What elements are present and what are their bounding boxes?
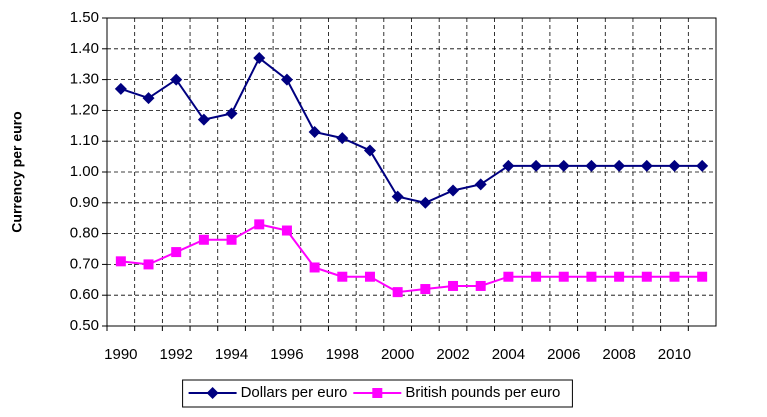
y-tick-label: 1.40 [70,40,99,57]
y-tick-label: 1.50 [70,9,99,26]
data-point [280,73,293,86]
data-point [391,190,404,203]
series-line [120,223,703,294]
x-tick-label: 1998 [326,346,359,363]
data-point [696,159,709,172]
data-point [557,159,570,172]
data-point [226,234,237,245]
data-point [198,234,209,245]
y-tick-label: 1.00 [70,163,99,180]
series-line [120,56,703,204]
y-axis-title: Currency per euro [9,111,25,232]
data-point [308,125,321,138]
data-point [171,247,182,258]
data-point [253,52,266,65]
data-point [309,262,320,273]
data-point [474,178,487,191]
data-point [419,196,432,209]
x-tick-label: 1996 [270,346,303,363]
y-tick-label: 0.90 [70,194,99,211]
data-point [613,159,626,172]
x-tick-label: 1994 [215,346,248,363]
data-point [392,287,403,298]
data-point [585,159,598,172]
data-point [668,159,681,172]
legend-label: British pounds per euro [405,384,560,401]
data-point [641,271,652,282]
data-point [143,259,154,270]
x-tick-label: 2000 [381,346,414,363]
data-point [530,159,543,172]
data-point [336,132,349,145]
data-point [697,271,708,282]
data-point [586,271,597,282]
legend-marker [206,387,219,399]
data-point [363,144,376,157]
data-point [669,271,680,282]
data-point [502,159,515,172]
legend-item: British pounds per euro [353,384,560,401]
y-tick-label: 0.50 [70,317,99,334]
data-point [448,280,459,291]
x-tick-label: 1992 [160,346,193,363]
x-tick-label: 2006 [547,346,580,363]
y-tick-label: 1.10 [70,132,99,149]
y-tick-label: 1.20 [70,101,99,118]
legend-label: Dollars per euro [241,384,348,401]
y-tick-label: 1.30 [70,71,99,88]
data-point [614,271,625,282]
x-tick-label: 2008 [602,346,635,363]
data-point [531,271,542,282]
data-point [475,280,486,291]
legend-marker [372,388,383,398]
data-point [114,82,127,95]
data-point [142,92,155,105]
x-tick-label: 2002 [436,346,469,363]
x-tick-label: 2004 [492,346,525,363]
data-point [281,225,292,236]
data-point [558,271,569,282]
y-tick-label: 0.60 [70,286,99,303]
legend-item: Dollars per euro [188,384,348,401]
data-point [254,219,265,230]
data-point [364,271,375,282]
x-tick-label: 1990 [104,346,137,363]
data-point [115,256,126,267]
data-point [225,107,238,120]
data-point [337,271,348,282]
data-point [197,113,210,126]
y-tick-label: 0.80 [70,225,99,242]
x-tick-label: 2010 [658,346,691,363]
data-point [640,159,653,172]
data-point [170,73,183,86]
data-point [420,284,431,295]
y-tick-label: 0.70 [70,255,99,272]
data-point [447,184,460,197]
data-point [503,271,514,282]
